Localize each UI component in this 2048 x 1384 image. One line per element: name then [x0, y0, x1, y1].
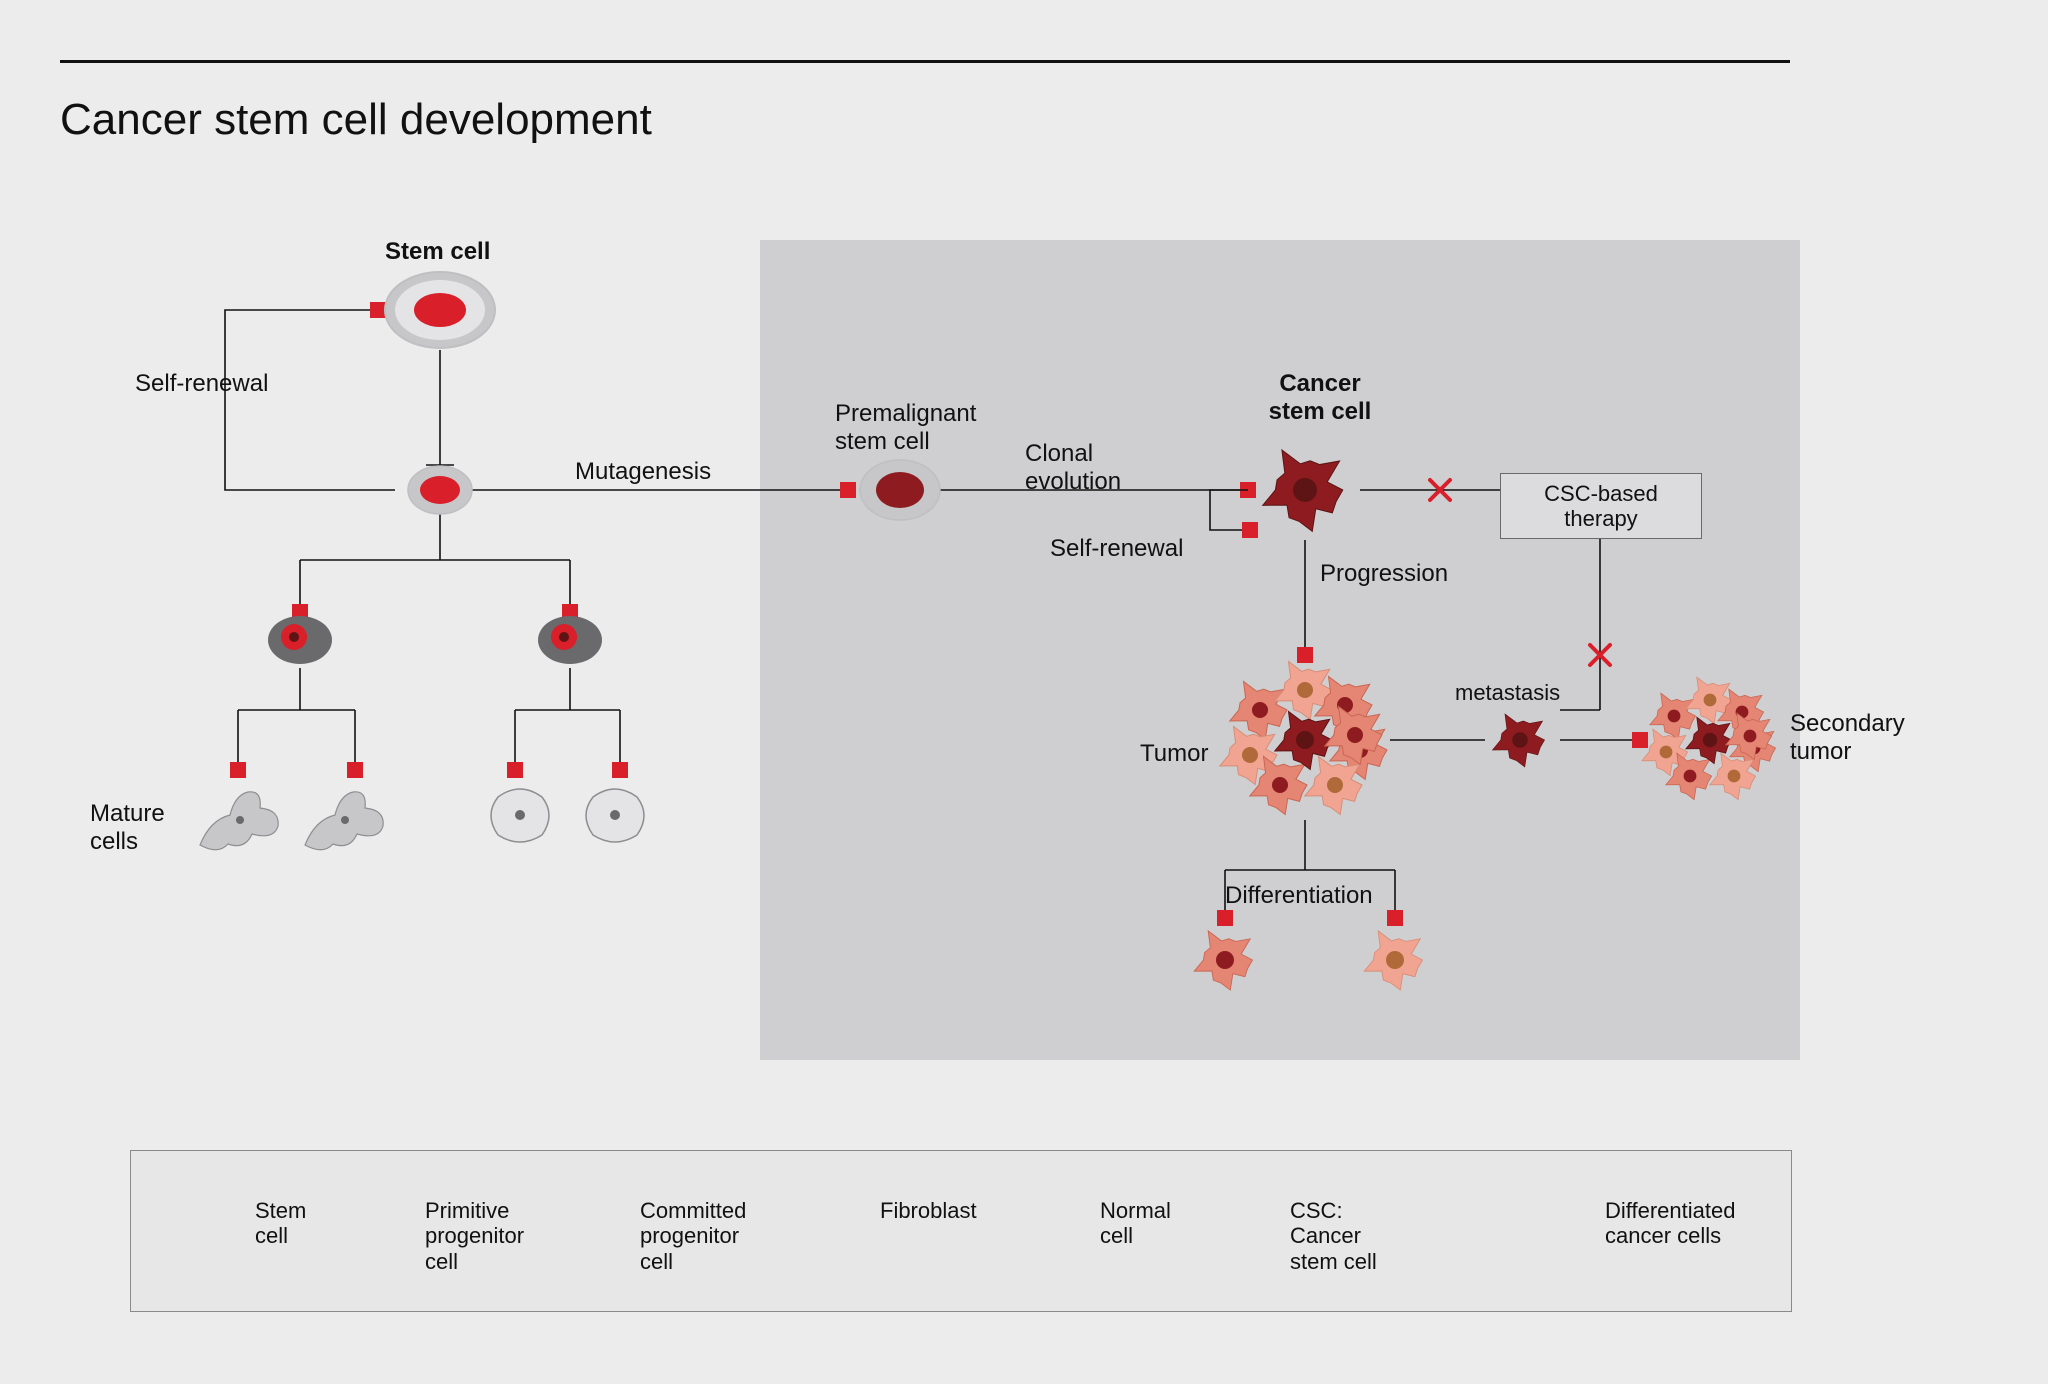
legend-box — [130, 1150, 1792, 1312]
label: Clonal evolution — [1025, 440, 1121, 495]
label: Stem cell — [385, 238, 585, 266]
label: Premalignant stem cell — [835, 400, 976, 455]
legend-label: Primitive progenitor cell — [425, 1198, 524, 1274]
label: metastasis — [1455, 680, 1560, 705]
label: Self-renewal — [135, 370, 268, 398]
legend-label: Differentiated cancer cells — [1605, 1198, 1735, 1249]
legend-label: Fibroblast — [880, 1198, 977, 1223]
label: Differentiation — [1225, 882, 1373, 910]
label: Secondary tumor — [1790, 710, 1905, 765]
label: Mutagenesis — [575, 458, 711, 486]
legend-label: Normal cell — [1100, 1198, 1171, 1249]
legend-label: Stem cell — [255, 1198, 306, 1249]
label: Mature cells — [90, 800, 165, 855]
label: Tumor — [1140, 740, 1208, 768]
legend-label: CSC: Cancer stem cell — [1290, 1198, 1377, 1274]
label: Cancer stem cell — [1250, 370, 1390, 425]
csc-therapy-box: CSC-based therapy — [1500, 473, 1702, 539]
label: Self-renewal — [1050, 535, 1183, 563]
label: Progression — [1320, 560, 1448, 588]
legend-label: Committed progenitor cell — [640, 1198, 746, 1274]
